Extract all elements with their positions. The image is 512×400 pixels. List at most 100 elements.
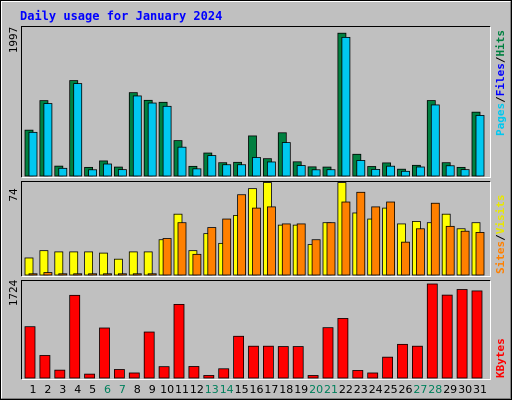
chart-title: Daily usage for January 2024 (20, 9, 222, 23)
hits-files-pages-files-bar-day-27 (415, 166, 425, 177)
kbytes-kbytes-bar-day-7 (114, 369, 125, 379)
legend-sites-visits-part-1: / (494, 234, 507, 241)
hits-files-pages-panel-border-light (21, 26, 491, 178)
visits-sites-visits-bar-day-6 (99, 252, 108, 276)
x-tick-day-31: 31 (473, 383, 487, 396)
kbytes-kbytes-bar-day-5 (84, 373, 95, 379)
x-tick-day-27: 27 (413, 383, 427, 396)
x-tick-day-21: 21 (324, 383, 338, 396)
kbytes-kbytes-bar-day-26 (397, 343, 408, 379)
legend-pages-files-hits: Pages/Files/Hits (494, 30, 507, 136)
x-tick-day-19: 19 (294, 383, 308, 396)
legend-kbytes-part-0: KBytes (494, 338, 507, 378)
visits-sites-visits-bar-day-2 (39, 250, 49, 276)
visits-sites-visits-bar-day-7 (114, 258, 123, 276)
x-tick-day-1: 1 (30, 383, 37, 396)
x-tick-day-2: 2 (44, 383, 51, 396)
legend-pages-files-hits-part-4: Hits (494, 30, 507, 57)
visits-sites-sites-bar-day-1 (28, 273, 38, 276)
x-tick-day-4: 4 (74, 383, 81, 396)
visits-sites-visits-bar-day-4 (69, 251, 79, 276)
hits-files-pages-files-bar-day-15 (237, 164, 247, 177)
kbytes-kbytes-bar-day-17 (262, 345, 274, 379)
x-tick-day-26: 26 (399, 383, 413, 396)
hits-files-pages-files-bar-day-21 (326, 169, 336, 177)
hits-files-pages-files-bar-day-24 (371, 169, 381, 177)
visits-sites-visits-bar-day-5 (84, 251, 93, 276)
hits-files-pages-files-bar-day-10 (162, 105, 172, 177)
x-tick-day-14: 14 (220, 383, 234, 396)
x-tick-day-29: 29 (443, 383, 457, 396)
kbytes-kbytes-bar-day-10 (158, 366, 170, 379)
kbytes-kbytes-bar-day-8 (128, 372, 140, 379)
x-tick-day-16: 16 (250, 383, 264, 396)
visits-sites-sites-bar-day-24 (371, 206, 381, 276)
x-tick-day-9: 9 (149, 383, 156, 396)
visits-sites-visits-bar-day-8 (128, 251, 138, 276)
visits-sites-visits-bar-day-1 (24, 257, 34, 276)
visits-sites-sites-bar-day-8 (132, 273, 142, 276)
kbytes-kbytes-bar-day-18 (277, 346, 289, 379)
visits-sites-sites-bar-day-18 (281, 223, 291, 276)
kbytes-kbytes-bar-day-12 (188, 366, 200, 379)
visits-sites-sites-bar-day-28 (430, 202, 440, 276)
kbytes-kbytes-bar-day-4 (69, 294, 81, 379)
kbytes-kbytes-bar-day-30 (456, 289, 468, 379)
kbytes-panel-border-light (21, 280, 491, 380)
legend-sites-visits: Sites/Visits (494, 195, 507, 275)
visits-sites-sites-bar-day-11 (177, 222, 187, 276)
visits-sites-panel-border-light (21, 181, 491, 277)
visits-sites-sites-bar-day-17 (266, 206, 276, 276)
legend-sites-visits-part-2: Visits (494, 195, 507, 235)
legend-kbytes: KBytes (494, 338, 507, 378)
hits-files-pages-files-bar-day-31 (475, 115, 485, 177)
hits-files-pages-files-bar-day-4 (73, 83, 83, 177)
legend-pages-files-hits-part-3: / (494, 56, 507, 63)
hits-files-pages-files-bar-day-5 (88, 169, 97, 177)
hits-files-pages-files-bar-day-2 (43, 103, 53, 177)
visits-sites-sites-bar-day-9 (147, 273, 157, 276)
x-tick-day-15: 15 (235, 383, 249, 396)
visits-sites-sites-bar-day-4 (73, 273, 83, 276)
x-tick-day-28: 28 (428, 383, 442, 396)
kbytes-kbytes-bar-day-24 (367, 372, 379, 379)
visits-sites-sites-bar-day-19 (296, 223, 306, 276)
x-tick-day-25: 25 (384, 383, 398, 396)
x-tick-day-24: 24 (369, 383, 383, 396)
kbytes-kbytes-bar-day-23 (352, 370, 364, 379)
hits-files-pages-panel-border-dark (21, 26, 491, 178)
x-tick-day-13: 13 (205, 383, 219, 396)
visits-sites-sites-bar-day-6 (103, 273, 112, 276)
hits-files-pages-files-bar-day-25 (386, 165, 396, 177)
x-tick-day-8: 8 (134, 383, 141, 396)
x-tick-day-5: 5 (89, 383, 96, 396)
visits-sites-sites-bar-day-10 (162, 238, 172, 276)
kbytes-kbytes-bar-day-6 (99, 327, 110, 379)
x-tick-day-6: 6 (104, 383, 111, 396)
hits-files-pages-files-bar-day-14 (222, 164, 232, 177)
kbytes-kbytes-bar-day-20 (307, 375, 319, 379)
x-tick-day-23: 23 (354, 383, 368, 396)
hits-files-pages-files-bar-day-17 (266, 161, 276, 177)
visits-sites-sites-bar-day-22 (341, 201, 351, 276)
visits-sites-sites-bar-day-25 (386, 201, 396, 276)
kbytes-kbytes-bar-day-15 (233, 335, 245, 379)
kbytes-kbytes-bar-day-3 (54, 369, 66, 379)
hits-files-pages-files-bar-day-29 (445, 165, 455, 177)
kbytes-kbytes-bar-day-13 (203, 375, 215, 379)
kbytes-kbytes-bar-day-19 (292, 346, 304, 379)
visits-sites-sites-bar-day-12 (192, 253, 202, 276)
hits-files-pages-files-bar-day-22 (341, 36, 351, 177)
hits-files-pages-files-bar-day-8 (132, 95, 142, 177)
kbytes-kbytes-bar-day-25 (382, 356, 394, 379)
visits-sites-visits-bar-day-9 (143, 251, 153, 276)
hits-files-pages-files-bar-day-18 (281, 142, 291, 177)
kbytes-kbytes-bar-day-31 (471, 290, 483, 379)
visits-sites-sites-bar-day-23 (356, 191, 366, 276)
hits-files-pages-files-bar-day-13 (207, 155, 217, 177)
x-tick-day-10: 10 (160, 383, 174, 396)
visits-sites-sites-bar-day-21 (326, 222, 336, 276)
